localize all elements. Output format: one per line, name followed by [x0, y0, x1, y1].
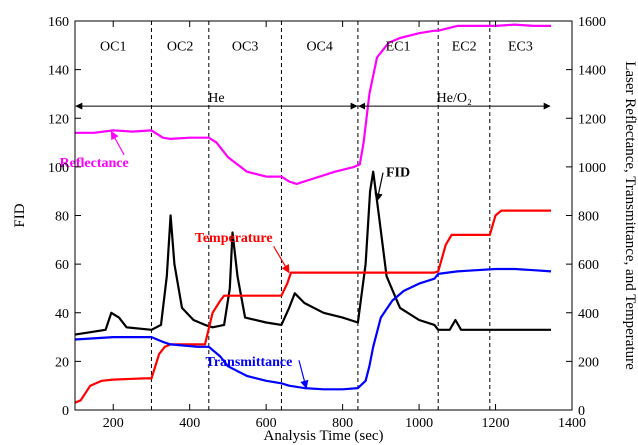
- x-tick-label: 1400: [558, 416, 586, 431]
- y-axis-label: FID: [12, 203, 28, 227]
- y2-tick-label: 200: [578, 355, 599, 370]
- carrier-label: He: [208, 91, 224, 106]
- y2-tick-label: 1000: [578, 161, 606, 176]
- x-tick-label: 1000: [405, 416, 433, 431]
- plot-frame: [74, 20, 573, 411]
- annotation-temperature: Temperature: [195, 231, 273, 246]
- series-reflectance: [75, 23, 551, 185]
- phase-label: OC2: [167, 39, 193, 54]
- x-tick-label: 1200: [482, 416, 510, 431]
- series-lines: [74, 23, 552, 404]
- annotation-arrow: [110, 130, 125, 156]
- series-fid: [74, 170, 551, 336]
- y2-tick-label: 1400: [578, 64, 606, 79]
- y2-tick-label: 600: [578, 258, 599, 273]
- y-tick-label: 160: [48, 15, 69, 30]
- x-tick-label: 200: [103, 416, 124, 431]
- annotation-reflectance: Reflectance: [60, 156, 129, 171]
- phase-label: OC3: [232, 39, 258, 54]
- carrier-gas-arrows: He He/O₂: [75, 91, 551, 110]
- y2-tick-label: 1600: [578, 15, 606, 30]
- y-tick-label: 140: [48, 64, 69, 79]
- annotation-transmittance: Transmittance: [206, 355, 293, 370]
- phase-labels: OC1 OC2 OC3 OC4 EC1 EC2 EC3: [100, 39, 533, 54]
- x-tick-label: 800: [332, 416, 353, 431]
- y-tick-label: 0: [62, 404, 69, 419]
- axes: 200 400 600 800 1000 1200 14000204060801001201…: [48, 15, 606, 431]
- carrier-label: He/O₂: [437, 91, 472, 106]
- y2-tick-label: 400: [578, 307, 599, 322]
- y-tick-label: 120: [48, 112, 69, 127]
- y2-tick-label: 1200: [578, 112, 606, 127]
- y-tick-label: 80: [55, 210, 69, 225]
- series-temperature: [74, 209, 551, 404]
- y-tick-label: 100: [48, 161, 69, 176]
- y2-tick-label: 0: [578, 404, 585, 419]
- annotation-fid: FID: [386, 166, 410, 181]
- series-transmittance: [74, 267, 552, 391]
- annotation-arrow: [374, 172, 384, 202]
- y-tick-label: 20: [55, 355, 69, 370]
- phase-label: EC3: [508, 39, 533, 54]
- phase-label: OC4: [306, 39, 332, 54]
- y-tick-label: 60: [55, 258, 69, 273]
- x-tick-label: 600: [256, 416, 277, 431]
- phase-label: EC1: [386, 39, 411, 54]
- y-tick-label: 40: [55, 307, 69, 322]
- phase-label: OC1: [100, 39, 126, 54]
- annotation-arrow: [298, 360, 309, 389]
- y2-axis-label: Laser Reflectance, Transmittance, and Te…: [622, 61, 638, 370]
- phase-dividers: [150, 21, 491, 410]
- x-axis-label: Analysis Time (sec): [264, 428, 384, 444]
- annotation-arrow: [273, 245, 290, 274]
- phase-label: EC2: [452, 39, 477, 54]
- x-tick-label: 400: [179, 416, 200, 431]
- y2-tick-label: 800: [578, 210, 599, 225]
